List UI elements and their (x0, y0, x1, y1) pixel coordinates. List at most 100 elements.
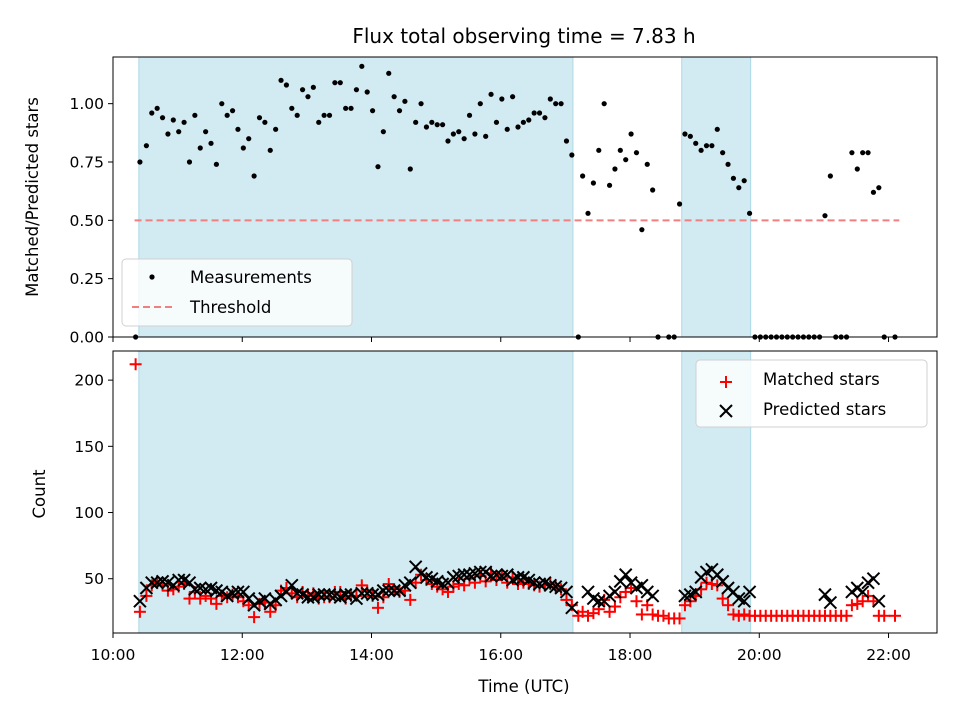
measurement-point (499, 96, 505, 102)
measurement-point (310, 84, 316, 90)
measurement-point (520, 119, 526, 125)
measurement-point (208, 140, 214, 146)
matched-stars-point (727, 608, 740, 621)
matched-stars-point (878, 609, 891, 622)
matched-stars-point (355, 579, 368, 592)
top-highlight-span (681, 56, 752, 338)
measurement-point (273, 126, 279, 132)
measurement-point (407, 166, 413, 172)
measurement-point (563, 138, 570, 144)
matched-stars-point (673, 612, 686, 625)
measurement-point (429, 119, 435, 125)
measurement-point (617, 147, 623, 153)
top-y-tick-label: 0.00 (69, 329, 104, 347)
measurement-point (235, 126, 241, 132)
matched-stars-point (404, 593, 417, 606)
matched-stars-point (371, 601, 384, 614)
predicted-stars-point (473, 565, 488, 579)
x-tick-label: 14:00 (349, 646, 394, 664)
predicted-stars-point (457, 568, 471, 582)
measurement-point (725, 161, 731, 167)
matched-stars-point (264, 605, 277, 618)
measurement-point (849, 150, 855, 156)
measurement-point (440, 122, 446, 128)
predicted-stars-point (511, 570, 525, 585)
measurement-point (827, 173, 833, 179)
x-axis-label: Time (UTC) (477, 677, 569, 696)
legend-top: Measurements Threshold (121, 258, 353, 327)
measurement-point (137, 159, 143, 165)
measurement-point (197, 145, 203, 151)
predicted-stars-point (619, 568, 633, 582)
predicted-stars-point (145, 575, 159, 590)
legend-top-frame (121, 258, 353, 327)
measurement-point (741, 178, 747, 184)
matched-stars-point (441, 585, 454, 598)
predicted-stars-point (376, 583, 391, 598)
measurement-point (246, 136, 252, 142)
chart-title: Flux total observing time = 7.83 h (352, 24, 695, 48)
predicted-stars-point (338, 587, 353, 602)
measurement-point (343, 105, 349, 111)
measurement-point (466, 112, 473, 118)
measurement-point (493, 119, 500, 125)
matched-stars-point (840, 609, 853, 622)
measurement-point (316, 119, 322, 125)
measurement-point (709, 143, 715, 149)
predicted-stars-point (312, 587, 326, 602)
legend-predicted-label: Predicted stars (763, 400, 886, 419)
predicted-stars-point (742, 585, 757, 599)
measurement-point (456, 129, 462, 135)
bottom-axes-frame (112, 350, 938, 634)
measurement-point (698, 147, 704, 153)
measurement-point (375, 164, 381, 170)
measurement-point (364, 89, 370, 95)
measurement-point (321, 112, 327, 118)
measurement-point (176, 129, 182, 135)
measurement-point (633, 150, 640, 156)
top-axes-frame (112, 56, 938, 338)
measurement-point (682, 131, 688, 137)
matched-stars-point (635, 608, 648, 621)
predicted-stars-point (317, 587, 331, 602)
measurement-point (203, 129, 209, 135)
x-tick-label: 20:00 (737, 646, 782, 664)
matched-stars-point (199, 589, 212, 602)
measurement-point (736, 185, 742, 191)
measurement-point (585, 210, 591, 216)
measurement-point (289, 105, 295, 111)
measurement-point (149, 110, 155, 116)
bottom-y-tick-label: 100 (74, 504, 104, 522)
measurement-point (186, 159, 193, 165)
measurement-point (262, 119, 268, 125)
matched-stars-point (248, 611, 261, 624)
measurement-point (413, 119, 419, 125)
measurement-point (434, 122, 440, 128)
measurement-point (348, 105, 354, 111)
measurement-point (558, 101, 564, 107)
measurement-point (644, 161, 650, 167)
measurement-point (461, 136, 467, 142)
predicted-stars-point (608, 585, 622, 599)
measurement-point (870, 189, 877, 195)
measurement-point (730, 175, 737, 181)
measurement-point (703, 143, 710, 149)
legend-matched-label: Matched stars (763, 370, 880, 389)
matched-stars-point (888, 609, 901, 622)
predicted-stars-point (818, 587, 832, 602)
measurement-point (531, 110, 537, 116)
measurement-point (423, 124, 430, 130)
measurement-point (714, 126, 720, 132)
matched-stars-point (582, 609, 595, 622)
measurement-point (326, 112, 333, 118)
measurement-point (601, 101, 607, 107)
measurement-point (865, 150, 871, 156)
measurement-point (612, 166, 618, 172)
measurement-point (165, 131, 171, 137)
measurement-point (693, 140, 699, 146)
measurement-point (445, 138, 451, 144)
measurement-point (676, 201, 683, 207)
measurement-point (650, 187, 656, 193)
measurement-point (154, 105, 160, 111)
matched-stars-point (657, 609, 670, 622)
